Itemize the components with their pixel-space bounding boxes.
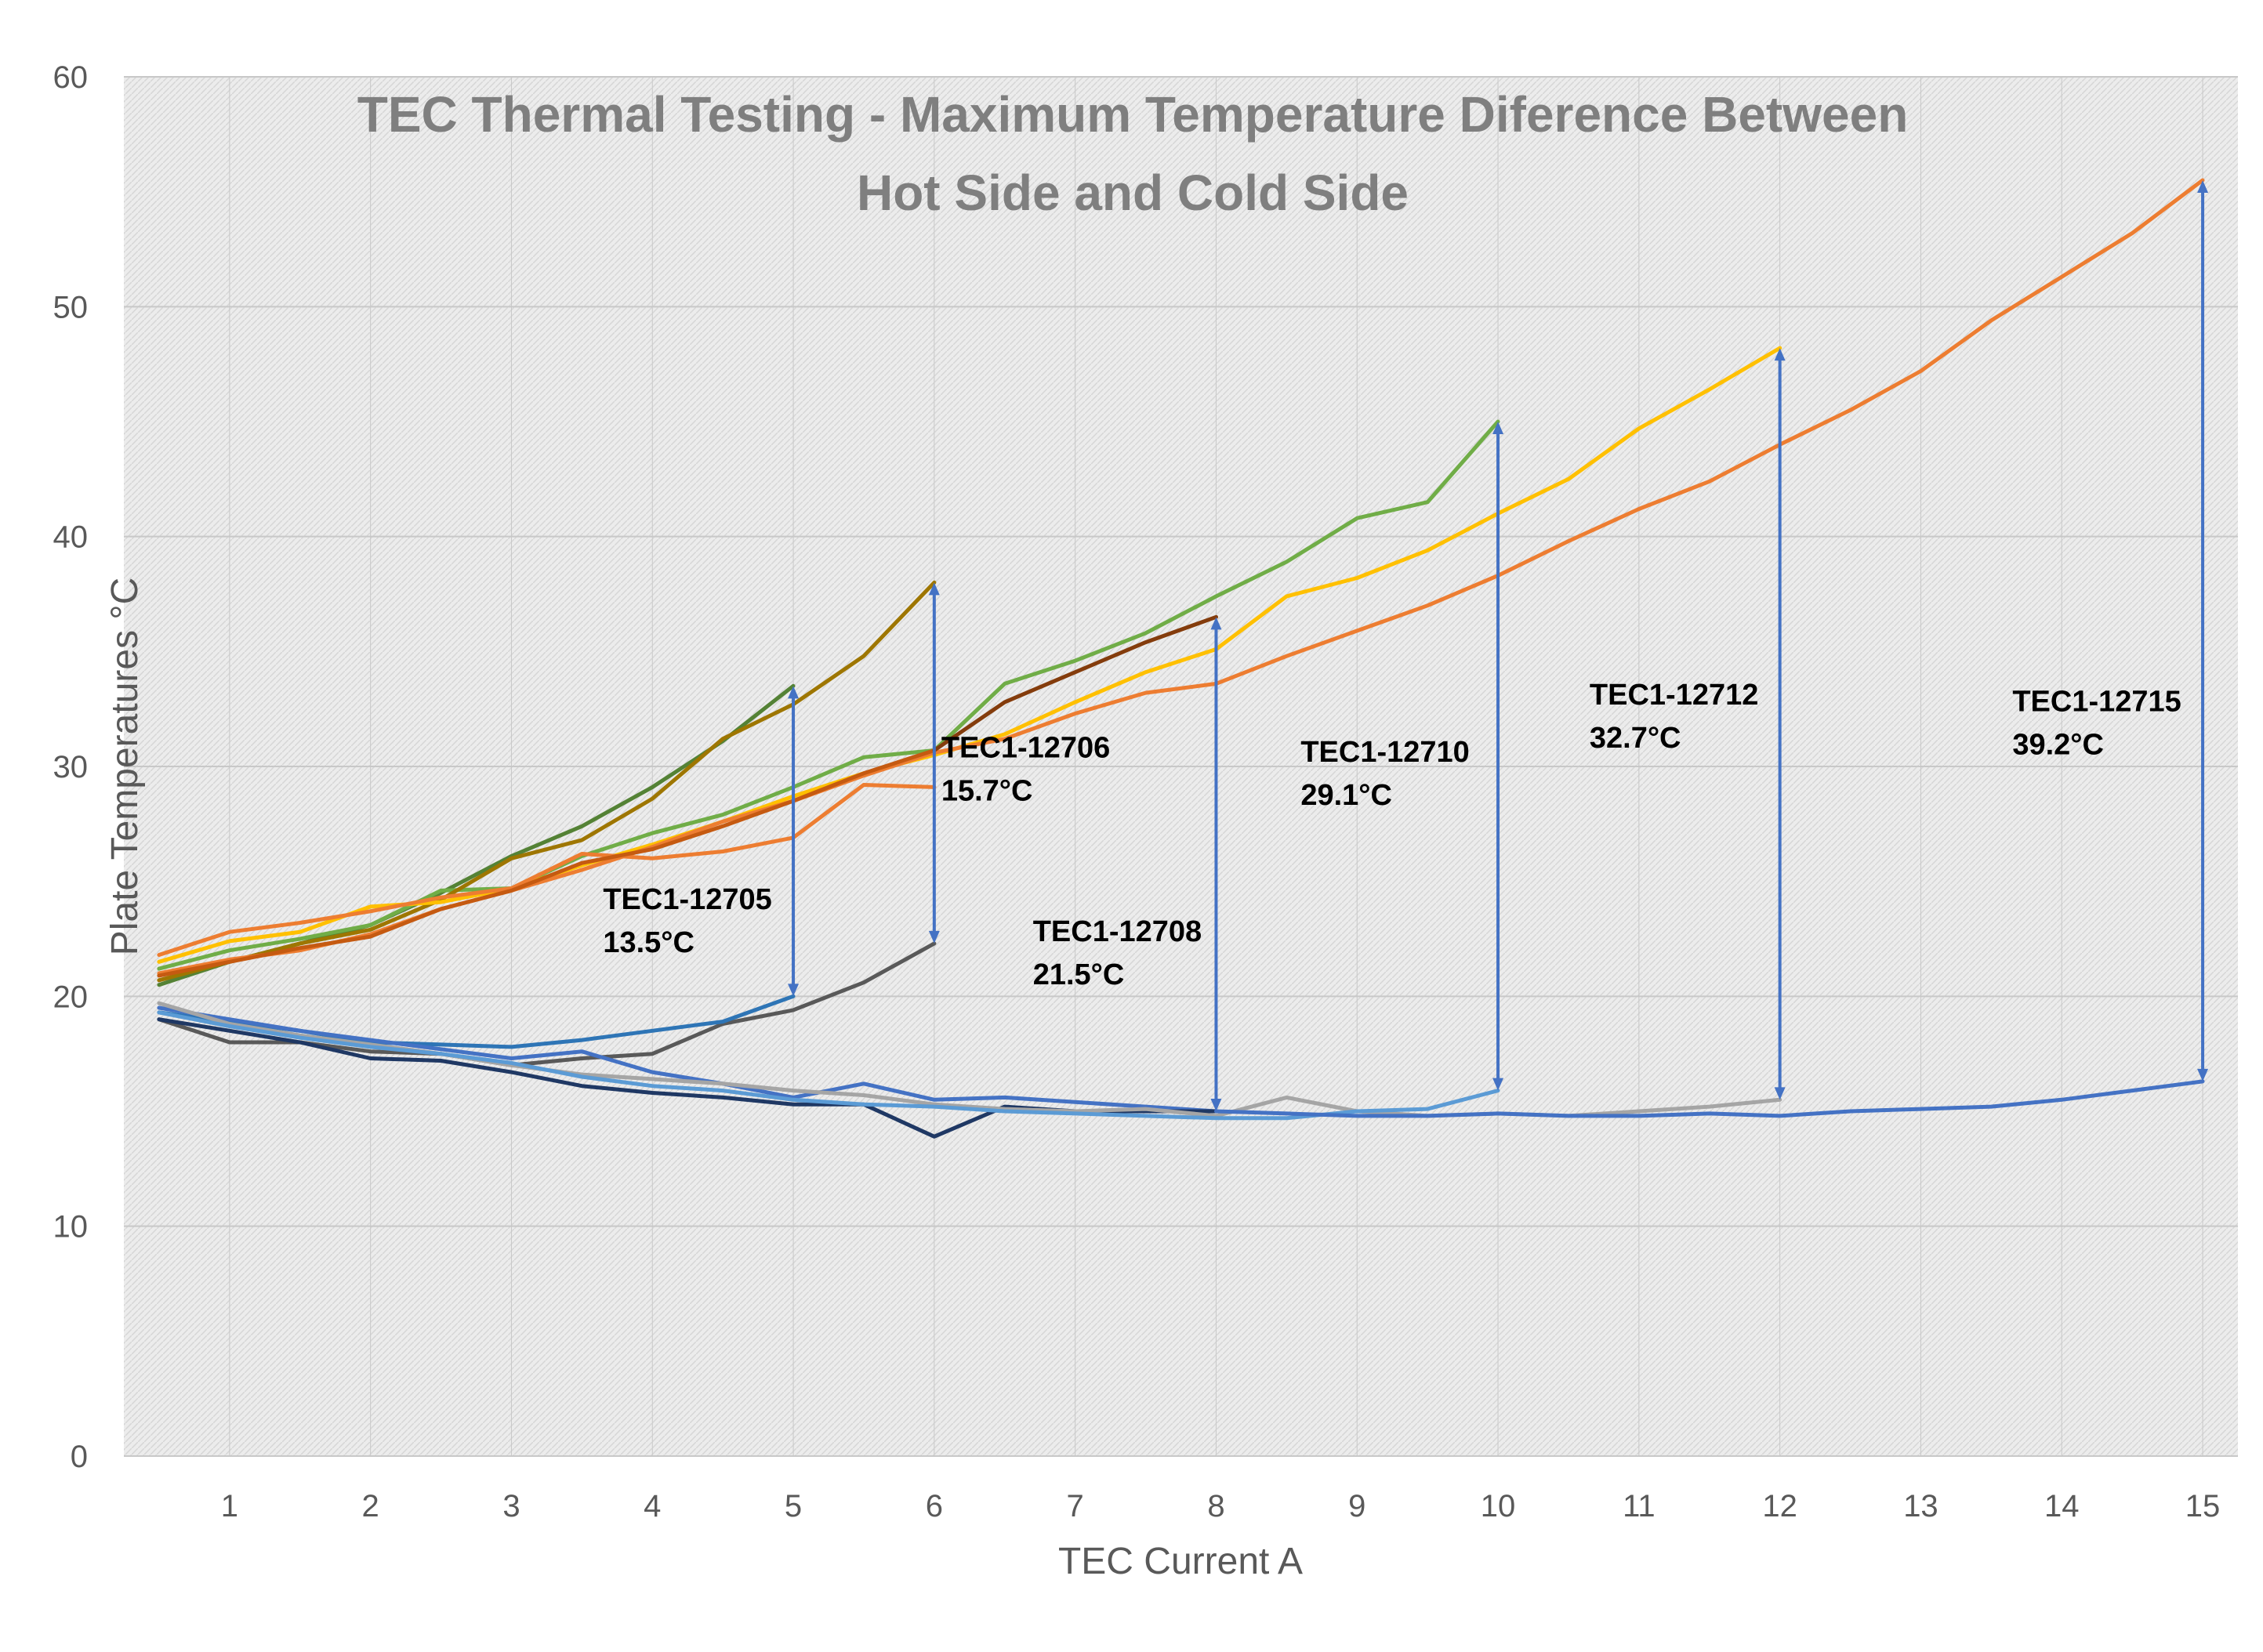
x-tick-label: 11 (1623, 1489, 1656, 1523)
x-axis-title: TEC Current A (1058, 1541, 1303, 1582)
series-line-8 (932, 614, 1218, 752)
series-lines (157, 178, 2205, 1139)
arrow-head-bottom (1210, 1099, 1222, 1111)
y-tick-label: 30 (53, 750, 89, 784)
annotation-delta-5: 32.7°C (1590, 722, 1681, 755)
y-tick-label: 40 (53, 520, 89, 555)
annotation-tec-name-1: TEC1-12705 (603, 883, 771, 916)
x-tick-label: 15 (2185, 1489, 2221, 1523)
y-tick-label: 50 (53, 290, 89, 324)
arrow-head-top (1210, 617, 1222, 630)
y-tick-label: 10 (53, 1210, 89, 1244)
delta-arrow-3 (1210, 617, 1222, 1111)
x-tick-label: 10 (1481, 1489, 1516, 1523)
annotation-tec-name-3: TEC1-12708 (1033, 915, 1202, 948)
annotation-tec-name-4: TEC1-12710 (1300, 736, 1469, 769)
x-tick-label: 7 (1067, 1489, 1084, 1523)
x-tick-label: 12 (1762, 1489, 1797, 1523)
chart-title-line-2: Hot Side and Cold Side (857, 165, 1409, 221)
y-axis-ticks: 0 10 20 30 40 50 60 (53, 60, 89, 1474)
arrow-head-bottom (1492, 1078, 1504, 1091)
x-tick-label: 2 (362, 1489, 379, 1523)
series-line-14 (157, 1010, 1500, 1121)
x-tick-label: 4 (644, 1489, 661, 1523)
x-tick-label: 6 (926, 1489, 943, 1523)
x-tick-label: 9 (1348, 1489, 1365, 1523)
delta-arrow-5 (1774, 348, 1786, 1100)
x-tick-label: 1 (221, 1489, 238, 1523)
delta-arrow-4 (1492, 422, 1504, 1091)
annotations: TEC1-12705 13.5°C TEC1-12706 15.7°C TEC1-127… (603, 679, 2181, 991)
delta-arrow-2 (928, 582, 940, 944)
x-tick-label: 3 (502, 1489, 520, 1523)
series-line-11 (157, 1005, 1218, 1114)
annotation-tec-name-2: TEC1-12706 (941, 731, 1110, 764)
delta-arrow-6 (2197, 180, 2209, 1081)
delta-arrow-1 (788, 686, 800, 997)
annotation-delta-4: 29.1°C (1300, 779, 1392, 812)
annotation-tec-name-5: TEC1-12712 (1590, 679, 1758, 712)
annotation-tec-name-6: TEC1-12715 (2012, 686, 2181, 719)
series-line-5 (157, 783, 937, 957)
y-tick-label: 20 (53, 980, 89, 1014)
y-axis-title: Plate Temperatures °C (104, 578, 146, 956)
series-line-2 (157, 419, 1500, 971)
chart-title-line-1: TEC Thermal Testing - Maximum Temperatur… (357, 86, 1909, 143)
delta-arrows (788, 180, 2209, 1111)
x-tick-label: 14 (2044, 1489, 2080, 1523)
x-tick-label: 13 (1903, 1489, 1938, 1523)
annotation-delta-3: 21.5°C (1033, 958, 1125, 991)
y-tick-label: 60 (53, 60, 89, 95)
x-tick-label: 5 (785, 1489, 802, 1523)
series-line-7 (157, 748, 937, 978)
arrow-head-top (1774, 348, 1786, 361)
arrow-head-bottom (1774, 1087, 1786, 1100)
annotation-delta-2: 15.7°C (941, 774, 1033, 807)
arrow-head-top (788, 686, 800, 699)
series-line-15 (1214, 1079, 2205, 1118)
series-line-3 (157, 580, 937, 983)
arrow-head-bottom (928, 930, 940, 944)
annotation-delta-6: 39.2°C (2012, 729, 2104, 762)
arrow-head-top (2197, 180, 2209, 193)
arrow-head-bottom (2197, 1068, 2209, 1081)
x-axis-ticks: 1 2 3 4 5 6 7 8 9 10 11 12 13 14 15 (221, 1489, 2221, 1523)
y-tick-label: 0 (71, 1440, 88, 1474)
annotation-delta-1: 13.5°C (603, 926, 694, 959)
arrow-head-bottom (788, 984, 800, 997)
arrow-head-top (928, 582, 940, 596)
x-tick-label: 8 (1207, 1489, 1224, 1523)
arrow-head-top (1492, 422, 1504, 434)
